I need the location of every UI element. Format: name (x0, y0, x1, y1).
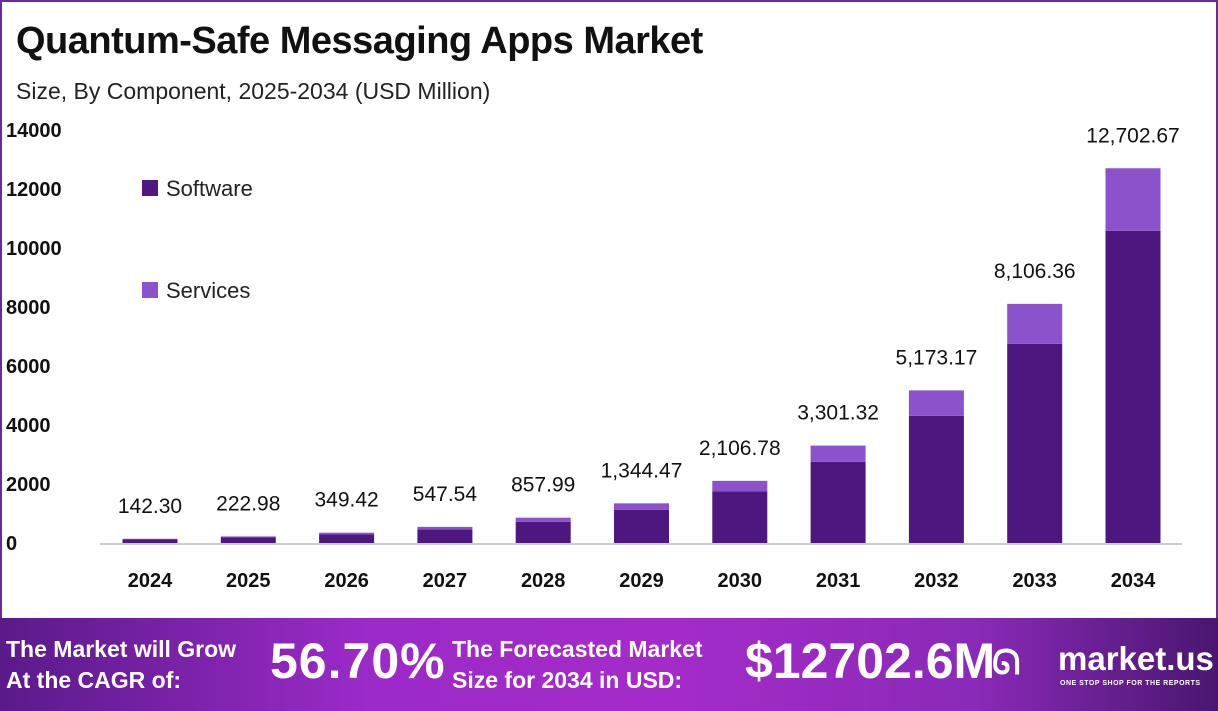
chart-subtitle: Size, By Component, 2025-2034 (USD Milli… (16, 78, 491, 104)
y-tick-label: 12000 (6, 179, 62, 201)
bar-software-2031 (810, 461, 866, 543)
data-label-2024: 142.30 (118, 495, 182, 518)
legend-label-software: Software (166, 176, 253, 201)
cagr-value: 56.70% (270, 633, 446, 689)
bar-services-2033 (1007, 303, 1063, 344)
data-label-2034: 12,702.67 (1086, 124, 1179, 147)
data-label-2030: 2,106.78 (699, 437, 781, 460)
cagr-label-line2: At the CAGR of: (6, 667, 182, 693)
data-label-2025: 222.98 (216, 492, 280, 515)
x-tick-label: 2028 (521, 570, 566, 592)
bar-software-2026 (319, 534, 375, 543)
bar-services-2024 (122, 538, 178, 540)
chart-title: Quantum-Safe Messaging Apps Market (16, 20, 703, 62)
y-tick-label: 14000 (6, 120, 62, 142)
bar-services-2032 (908, 390, 964, 416)
bar-services-2030 (712, 480, 768, 492)
bar-services-2029 (614, 503, 669, 510)
chart-frame (0, 0, 1218, 618)
y-tick-label: 2000 (6, 474, 51, 496)
market-us-logo: market.us (1058, 640, 1214, 677)
x-tick-label: 2027 (423, 570, 468, 592)
forecast-label-line1: The Forecasted Market (452, 636, 703, 662)
data-label-2028: 857.99 (511, 474, 575, 497)
x-tick-label: 2025 (226, 570, 271, 592)
bar-software-2024 (122, 539, 178, 543)
legend-label-services: Services (166, 278, 250, 303)
summary-banner: The Market will Grow At the CAGR of: 56.7… (0, 618, 1218, 711)
bar-software-2030 (712, 491, 768, 543)
data-label-2032: 5,173.17 (896, 346, 978, 369)
bar-services-2025 (220, 536, 276, 538)
x-tick-label: 2032 (914, 570, 959, 592)
bar-software-2033 (1007, 343, 1063, 543)
data-label-2029: 1,344.47 (601, 459, 683, 482)
x-tick-label: 2030 (718, 570, 763, 592)
y-tick-label: 4000 (6, 415, 51, 437)
stacked-bar-chart: 0 2000 4000 6000 8000 10000 12000 14000 142.30 20… (6, 120, 1182, 592)
cagr-label-line1: The Market will Grow (6, 636, 237, 662)
y-tick-label: 10000 (6, 238, 62, 260)
x-tick-label: 2024 (128, 570, 173, 592)
forecast-label-line2: Size for 2034 in USD: (452, 667, 683, 693)
data-label-2031: 3,301.32 (797, 402, 879, 425)
data-label-2026: 349.42 (314, 489, 378, 512)
bar-software-2029 (614, 509, 669, 543)
bar-services-2027 (417, 526, 473, 530)
bar-services-2026 (319, 532, 375, 535)
y-tick-label: 6000 (6, 356, 51, 378)
bar-software-2025 (220, 537, 276, 543)
bar-software-2034 (1105, 230, 1161, 543)
data-label-2033: 8,106.36 (994, 260, 1076, 283)
bar-software-2027 (417, 529, 473, 543)
market-us-logo-icon: ᘏ (992, 644, 1021, 682)
bar-services-2028 (515, 517, 571, 522)
y-tick-label: 0 (6, 533, 17, 555)
forecast-label: The Forecasted Market Size for 2034 in US… (452, 634, 703, 696)
x-tick-label: 2033 (1012, 570, 1057, 592)
data-label-2027: 547.54 (413, 483, 478, 506)
logo-tagline: ONE STOP SHOP FOR THE REPORTS (1060, 680, 1201, 687)
legend-swatch-services (142, 282, 158, 298)
bar-software-2028 (515, 521, 571, 543)
legend-swatch-software (142, 180, 158, 196)
y-tick-label: 8000 (6, 297, 51, 319)
x-tick-label: 2034 (1111, 570, 1156, 592)
x-tick-label: 2026 (324, 570, 369, 592)
forecast-value: $12702.6M (745, 633, 996, 689)
bar-services-2034 (1105, 168, 1161, 231)
cagr-label: The Market will Grow At the CAGR of: (6, 634, 236, 696)
bar-software-2032 (908, 415, 964, 543)
x-tick-label: 2029 (619, 570, 664, 592)
x-tick-label: 2031 (816, 570, 861, 592)
bar-services-2031 (810, 445, 866, 462)
